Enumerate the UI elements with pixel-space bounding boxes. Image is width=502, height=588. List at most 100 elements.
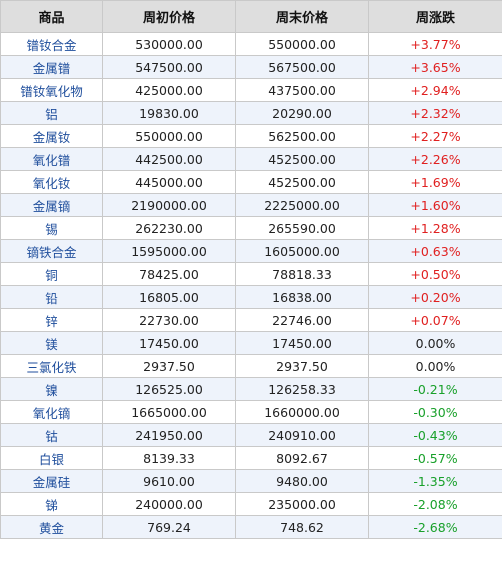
table-row: 铅 16805.00 16838.00 +0.20% [0,285,502,309]
weekly-change-cell: +2.94% [368,78,502,102]
commodity-name-cell: 金属钕 [0,124,103,148]
weekly-change-cell: +2.26% [368,147,502,171]
commodity-name-cell: 三氯化铁 [0,354,103,378]
week-close-price-cell: 78818.33 [235,262,369,286]
week-open-price-cell: 22730.00 [102,308,236,332]
commodity-price-table: 商品 周初价格 周末价格 周涨跌 镨钕合金 530000.00 550000.00 +… [0,0,502,539]
table-row: 锌 22730.00 22746.00 +0.07% [0,308,502,332]
week-close-price-cell: 240910.00 [235,423,369,447]
commodity-name-cell: 金属硅 [0,469,103,493]
weekly-change-cell: +2.27% [368,124,502,148]
commodity-name-cell: 镁 [0,331,103,355]
week-open-price-cell: 769.24 [102,515,236,539]
week-close-price-cell: 265590.00 [235,216,369,240]
table-row: 铜 78425.00 78818.33 +0.50% [0,262,502,286]
weekly-change-cell: -0.21% [368,377,502,401]
header-row: 商品 周初价格 周末价格 周涨跌 [0,0,502,33]
weekly-change-cell: 0.00% [368,354,502,378]
week-open-price-cell: 16805.00 [102,285,236,309]
week-close-price-cell: 562500.00 [235,124,369,148]
commodity-name-cell: 镨钕合金 [0,32,103,56]
week-open-price-cell: 1665000.00 [102,400,236,424]
table-row: 钴 241950.00 240910.00 -0.43% [0,423,502,447]
week-close-price-cell: 452500.00 [235,147,369,171]
table-row: 镨钕合金 530000.00 550000.00 +3.77% [0,32,502,56]
week-open-price-cell: 547500.00 [102,55,236,79]
table-row: 金属硅 9610.00 9480.00 -1.35% [0,469,502,493]
week-close-price-cell: 2225000.00 [235,193,369,217]
week-close-price-cell: 20290.00 [235,101,369,125]
week-open-price-cell: 530000.00 [102,32,236,56]
week-open-price-cell: 126525.00 [102,377,236,401]
week-open-price-cell: 240000.00 [102,492,236,516]
week-open-price-cell: 19830.00 [102,101,236,125]
weekly-change-cell: +1.69% [368,170,502,194]
table-row: 铝 19830.00 20290.00 +2.32% [0,101,502,125]
weekly-change-cell: +3.65% [368,55,502,79]
header-commodity: 商品 [0,0,103,33]
week-close-price-cell: 17450.00 [235,331,369,355]
weekly-change-cell: +0.07% [368,308,502,332]
weekly-change-cell: -2.08% [368,492,502,516]
weekly-change-cell: -2.68% [368,515,502,539]
commodity-name-cell: 白银 [0,446,103,470]
week-close-price-cell: 567500.00 [235,55,369,79]
table-row: 氧化钕 445000.00 452500.00 +1.69% [0,170,502,194]
weekly-change-cell: +1.28% [368,216,502,240]
week-close-price-cell: 550000.00 [235,32,369,56]
week-open-price-cell: 425000.00 [102,78,236,102]
table-row: 金属钕 550000.00 562500.00 +2.27% [0,124,502,148]
header-week-close-price: 周末价格 [235,0,369,33]
weekly-change-cell: 0.00% [368,331,502,355]
week-open-price-cell: 445000.00 [102,170,236,194]
table-row: 镝铁合金 1595000.00 1605000.00 +0.63% [0,239,502,263]
weekly-change-cell: +2.32% [368,101,502,125]
table-row: 黄金 769.24 748.62 -2.68% [0,515,502,539]
week-open-price-cell: 2190000.00 [102,193,236,217]
table-row: 氧化镨 442500.00 452500.00 +2.26% [0,147,502,171]
week-open-price-cell: 9610.00 [102,469,236,493]
table-header: 商品 周初价格 周末价格 周涨跌 [0,0,502,33]
commodity-name-cell: 锡 [0,216,103,240]
table-row: 白银 8139.33 8092.67 -0.57% [0,446,502,470]
week-close-price-cell: 126258.33 [235,377,369,401]
week-open-price-cell: 550000.00 [102,124,236,148]
week-close-price-cell: 16838.00 [235,285,369,309]
commodity-name-cell: 铅 [0,285,103,309]
weekly-change-cell: -0.30% [368,400,502,424]
header-week-open-price: 周初价格 [102,0,236,33]
commodity-name-cell: 钴 [0,423,103,447]
weekly-change-cell: +0.20% [368,285,502,309]
week-close-price-cell: 22746.00 [235,308,369,332]
commodity-name-cell: 氧化镨 [0,147,103,171]
commodity-name-cell: 黄金 [0,515,103,539]
commodity-name-cell: 氧化镝 [0,400,103,424]
week-close-price-cell: 235000.00 [235,492,369,516]
weekly-change-cell: +0.50% [368,262,502,286]
table-row: 镨钕氧化物 425000.00 437500.00 +2.94% [0,78,502,102]
week-close-price-cell: 8092.67 [235,446,369,470]
table-row: 镍 126525.00 126258.33 -0.21% [0,377,502,401]
table-row: 锡 262230.00 265590.00 +1.28% [0,216,502,240]
commodity-name-cell: 铜 [0,262,103,286]
commodity-name-cell: 镍 [0,377,103,401]
weekly-change-cell: -0.43% [368,423,502,447]
table-body: 镨钕合金 530000.00 550000.00 +3.77% 金属镨 547500.00… [0,32,502,539]
week-close-price-cell: 9480.00 [235,469,369,493]
week-close-price-cell: 1605000.00 [235,239,369,263]
commodity-name-cell: 镨钕氧化物 [0,78,103,102]
week-open-price-cell: 78425.00 [102,262,236,286]
commodity-name-cell: 镝铁合金 [0,239,103,263]
week-open-price-cell: 8139.33 [102,446,236,470]
week-close-price-cell: 748.62 [235,515,369,539]
weekly-change-cell: -0.57% [368,446,502,470]
table-row: 金属镝 2190000.00 2225000.00 +1.60% [0,193,502,217]
commodity-name-cell: 铝 [0,101,103,125]
week-close-price-cell: 452500.00 [235,170,369,194]
week-open-price-cell: 1595000.00 [102,239,236,263]
weekly-change-cell: +1.60% [368,193,502,217]
table-row: 氧化镝 1665000.00 1660000.00 -0.30% [0,400,502,424]
commodity-name-cell: 氧化钕 [0,170,103,194]
week-open-price-cell: 2937.50 [102,354,236,378]
week-close-price-cell: 2937.50 [235,354,369,378]
